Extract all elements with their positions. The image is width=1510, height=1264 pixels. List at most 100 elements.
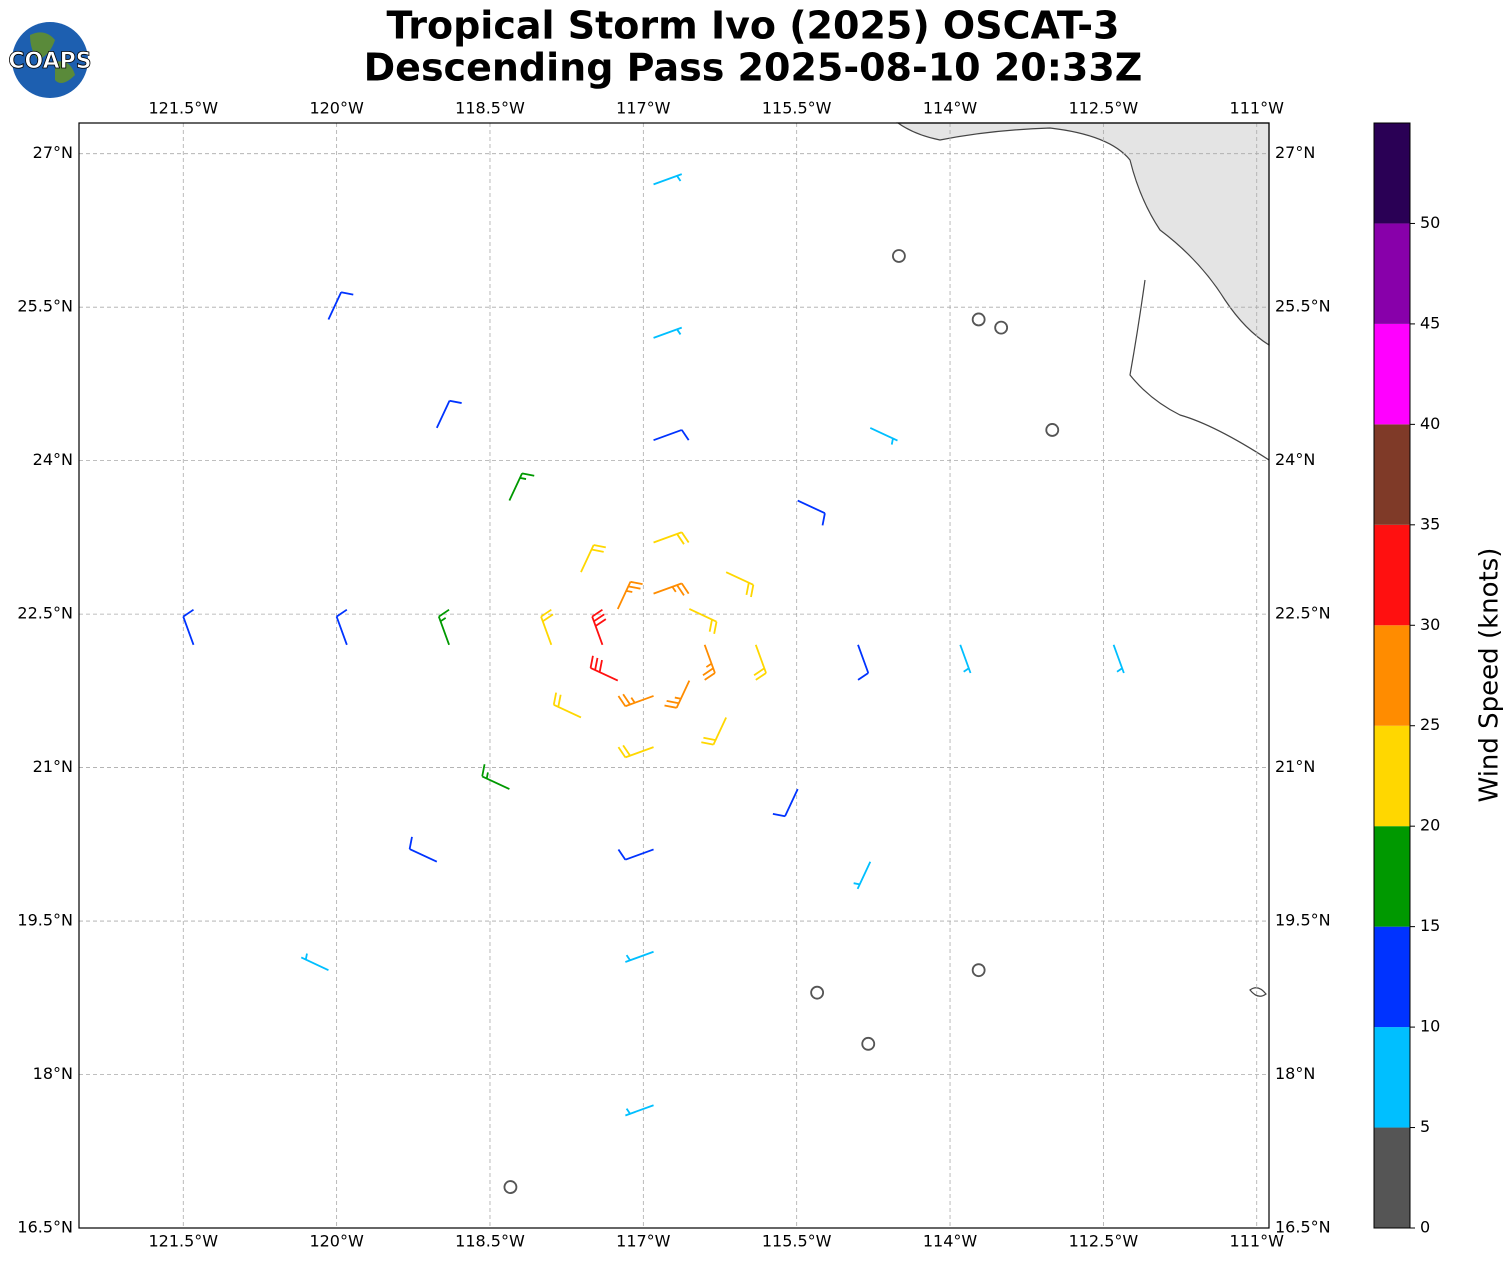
wind-barb — [625, 950, 654, 963]
chart-subtitle: Descending Pass 2025-08-10 20:33Z — [364, 46, 1143, 90]
colorbar-tick-label: 20 — [1420, 816, 1440, 835]
logo-text: COAPS — [8, 49, 91, 74]
wind-calm — [971, 963, 986, 978]
wind-barb — [1112, 644, 1125, 674]
wind-barb — [853, 861, 872, 890]
wind-barb — [616, 580, 643, 610]
colorbar-segment — [1374, 926, 1410, 1028]
wind-calm — [994, 320, 1009, 335]
chart-title: Tropical Storm Ivo (2025) OSCAT-3 — [387, 4, 1120, 48]
x-tick-label: 115.5°W — [762, 99, 832, 118]
colorbar-tick-label: 25 — [1420, 715, 1440, 734]
wind-calm — [810, 985, 825, 1000]
colorbar-segment — [1374, 323, 1410, 425]
wind-barb — [869, 427, 898, 445]
wind-barb — [753, 644, 767, 681]
colorbar-tick-label: 15 — [1420, 916, 1440, 935]
colorbar-segment — [1374, 625, 1410, 726]
y-tick-label: 21°N — [33, 757, 73, 776]
y-tick-label: 18°N — [1275, 1064, 1315, 1083]
y-tick-label: 22.5°N — [1275, 604, 1331, 623]
logo-land — [30, 32, 75, 84]
wind-calm — [1045, 423, 1060, 437]
x-tick-label: 118.5°W — [455, 1232, 525, 1251]
wind-barb — [589, 655, 619, 682]
y-tick-label: 19.5°N — [1275, 911, 1331, 930]
colorbar-tick-label: 10 — [1420, 1017, 1440, 1036]
y-tick-label: 16.5°N — [17, 1218, 73, 1237]
colorbar-frame — [1373, 122, 1411, 1229]
x-tick-label: 117°W — [616, 1232, 671, 1251]
x-tick-label: 121.5°W — [148, 99, 218, 118]
wind-barb — [797, 499, 826, 526]
island — [1249, 987, 1267, 997]
wind-barb — [540, 608, 554, 646]
colorbar-label: Wind Speed (knots) — [1475, 548, 1505, 803]
colorbar-tick-label: 0 — [1420, 1218, 1430, 1237]
y-tick-label: 27°N — [33, 143, 73, 162]
x-tick-label: 114°W — [923, 99, 978, 118]
wind-barb — [959, 644, 972, 674]
colorbar-tick-label: 40 — [1420, 414, 1440, 433]
y-tick-label: 16.5°N — [1275, 1218, 1331, 1237]
colorbar-segment — [1374, 1027, 1410, 1128]
wind-calm — [503, 1180, 518, 1194]
y-tick-label: 18°N — [33, 1064, 73, 1083]
wind-barb — [300, 953, 329, 971]
wind-calm — [861, 1036, 876, 1051]
map-background — [79, 123, 1269, 1228]
wind-barb — [552, 692, 582, 719]
colorbar-tick-label: 50 — [1420, 213, 1440, 232]
colorbar-segment — [1374, 524, 1410, 626]
y-tick-label: 24°N — [1275, 450, 1315, 469]
wind-barb — [653, 326, 683, 339]
x-tick-label: 115.5°W — [762, 1232, 832, 1251]
wind-barb — [653, 173, 683, 186]
x-tick-label: 120°W — [309, 1232, 364, 1251]
y-tick-label: 25.5°N — [17, 297, 73, 316]
logo: COAPS — [8, 22, 92, 98]
wind-barb — [580, 544, 606, 573]
wind-barb — [335, 608, 348, 646]
y-tick-label: 25.5°N — [1275, 297, 1331, 316]
colorbar-segment — [1374, 826, 1410, 927]
x-tick-label: 111°W — [1230, 1232, 1285, 1251]
wind-barb — [653, 582, 690, 596]
colorbar-segment — [1374, 123, 1410, 224]
x-tick-label: 112.5°W — [1069, 99, 1139, 118]
x-tick-label: 112.5°W — [1069, 1232, 1139, 1251]
wind-barb — [617, 693, 654, 708]
colorbar-tick-label: 35 — [1420, 514, 1440, 533]
wind-barb — [508, 472, 535, 501]
colorbar-segment — [1374, 424, 1410, 525]
wind-barb — [653, 531, 690, 545]
x-tick-label: 118.5°W — [455, 99, 525, 118]
wind-barb — [701, 717, 727, 746]
wind-calm — [892, 249, 906, 263]
wind-barb — [688, 608, 718, 634]
wind-barb — [437, 608, 450, 646]
colorbar-segment — [1374, 725, 1410, 827]
x-tick-label: 114°W — [923, 1232, 978, 1251]
wind-barb — [702, 644, 716, 681]
x-tick-label: 117°W — [616, 99, 671, 118]
y-tick-label: 27°N — [1275, 143, 1315, 162]
wind-barb — [857, 644, 870, 681]
colorbar-segment — [1374, 1127, 1410, 1228]
wind-barb — [653, 429, 690, 442]
colorbar-tick-label: 45 — [1420, 313, 1440, 332]
y-tick-label: 24°N — [33, 450, 73, 469]
x-tick-label: 111°W — [1230, 99, 1285, 118]
wind-barb — [617, 744, 654, 759]
wind-barb — [725, 571, 755, 598]
map-frame — [78, 122, 1270, 1229]
wind-calm — [971, 312, 986, 327]
wind-barb — [327, 291, 354, 320]
wind-barb — [182, 608, 195, 646]
land — [896, 122, 1270, 347]
y-tick-label: 22.5°N — [17, 604, 73, 623]
x-tick-label: 121.5°W — [148, 1232, 218, 1251]
coastline — [1129, 279, 1270, 461]
colorbar-tick-label: 30 — [1420, 615, 1440, 634]
